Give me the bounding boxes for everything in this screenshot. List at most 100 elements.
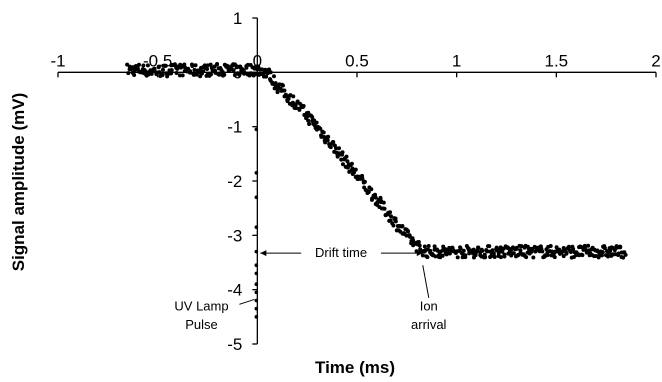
data-point [141,63,146,68]
x-tick-label: 0 [253,51,262,70]
data-point [222,72,227,77]
data-point [519,244,524,249]
data-point [326,134,331,139]
x-ticks: -1 -0.5 0 0.5 1 1.5 2 [50,51,661,78]
data-point [132,72,137,77]
y-tick-label: -3 [227,226,242,245]
data-point [586,243,591,248]
data-point [350,166,355,171]
data-point [152,66,157,71]
data-point [554,245,559,250]
data-point [194,72,199,77]
data-point [432,244,437,249]
data-point [188,70,193,75]
y-tick-label: -5 [227,335,242,354]
data-point [301,103,306,108]
data-point [318,126,323,131]
data-point [433,254,438,259]
data-point [254,127,259,132]
data-point [490,248,495,253]
data-point [334,146,339,151]
data-point [180,73,185,78]
data-point [310,115,315,120]
data-point [548,243,553,248]
annotation-text: Ion [420,298,438,313]
plot-area: -1-0.500.511.52 10-1-2-3-4-5 Drift timeU… [50,9,660,354]
data-point [291,94,296,99]
data-point [485,249,490,254]
data-point [163,63,168,68]
data-point [487,244,492,249]
x-tick-label: 1.5 [545,51,569,70]
y-tick-label: 1 [233,9,242,28]
data-point [425,255,430,260]
data-point [422,244,427,249]
annotation-text: Drift time [315,245,367,260]
annotation-text: arrival [411,317,447,332]
data-point [169,68,174,73]
data-point [254,271,259,276]
data-point [126,71,131,76]
data-point [254,298,259,303]
data-point [378,195,383,200]
data-point [447,251,452,256]
data-point [314,120,319,125]
x-tick-label: 0.5 [345,51,369,70]
data-point [208,62,213,67]
data-point [600,250,605,255]
data-point [393,219,398,224]
data-point [217,72,222,77]
y-tick-label: -2 [227,172,242,191]
data-point [215,62,220,67]
data-point [417,243,422,248]
data-point [205,66,210,71]
data-point [498,255,503,260]
lamp-pointer [239,298,255,305]
data-point [349,161,354,166]
data-point [254,249,259,254]
data-point [275,90,280,95]
data-point [254,282,259,287]
data-point [391,223,396,228]
data-point [492,255,497,260]
data-point [382,206,387,211]
data-point [254,171,259,175]
data-point [282,88,287,93]
data-point [360,176,365,181]
data-point [596,255,601,260]
data-point [608,248,613,253]
data-point [321,130,326,135]
ion-pointer [422,265,430,298]
y-tick-label: -4 [227,281,242,300]
data-point [605,254,610,259]
data-point [192,67,197,72]
data-point [511,251,516,256]
data-points [125,61,628,319]
data-point [237,72,242,77]
data-point [463,255,468,260]
data-point [621,255,626,260]
data-point [280,83,285,88]
data-point [476,245,481,250]
data-point [571,246,576,251]
y-ticks: 10-1-2-3-4-5 [227,9,258,354]
data-point [253,72,258,77]
data-point [618,245,623,250]
data-point [344,154,349,159]
data-point [232,73,237,78]
data-point [564,250,569,255]
data-point [190,63,195,68]
data-point [254,290,259,295]
data-point [388,210,393,215]
data-point [172,62,177,67]
data-point [201,69,206,74]
data-point [337,146,342,151]
data-point [254,263,259,268]
data-point [273,81,278,86]
data-point [340,162,345,167]
data-point [345,159,350,164]
data-point [156,65,161,70]
data-point [373,195,378,200]
data-point [455,255,460,260]
data-point [369,197,374,202]
